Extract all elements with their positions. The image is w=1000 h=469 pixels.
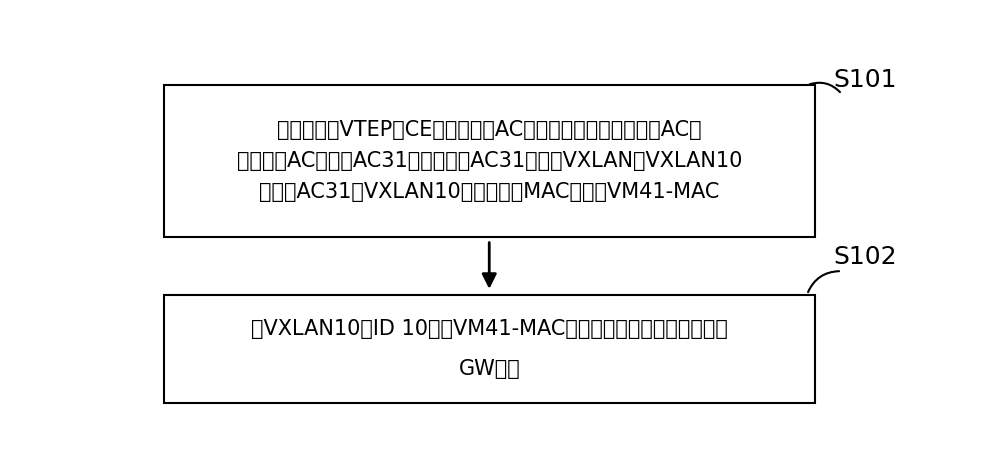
FancyBboxPatch shape bbox=[164, 295, 815, 403]
Text: GW设备: GW设备 bbox=[458, 359, 520, 378]
Text: 路对应的AC接口为AC31，并确定与AC31对应的VXLAN为VXLAN10: 路对应的AC接口为AC31，并确定与AC31对应的VXLAN为VXLAN10 bbox=[237, 151, 742, 171]
FancyBboxPatch shape bbox=[164, 85, 815, 237]
Text: ，根据AC31和VXLAN10确定对应的MAC地址为VM41-MAC: ，根据AC31和VXLAN10确定对应的MAC地址为VM41-MAC bbox=[259, 182, 719, 202]
Text: S102: S102 bbox=[833, 245, 897, 269]
Text: 当检测到本VTEP与CE设备之间的AC链路不可用时，确定与该AC链: 当检测到本VTEP与CE设备之间的AC链路不可用时，确定与该AC链 bbox=[277, 121, 702, 140]
Text: 将VXLAN10的ID 10以及VM41-MAC携带在链路故障消息中发送给: 将VXLAN10的ID 10以及VM41-MAC携带在链路故障消息中发送给 bbox=[251, 319, 728, 339]
Text: S101: S101 bbox=[833, 68, 897, 92]
